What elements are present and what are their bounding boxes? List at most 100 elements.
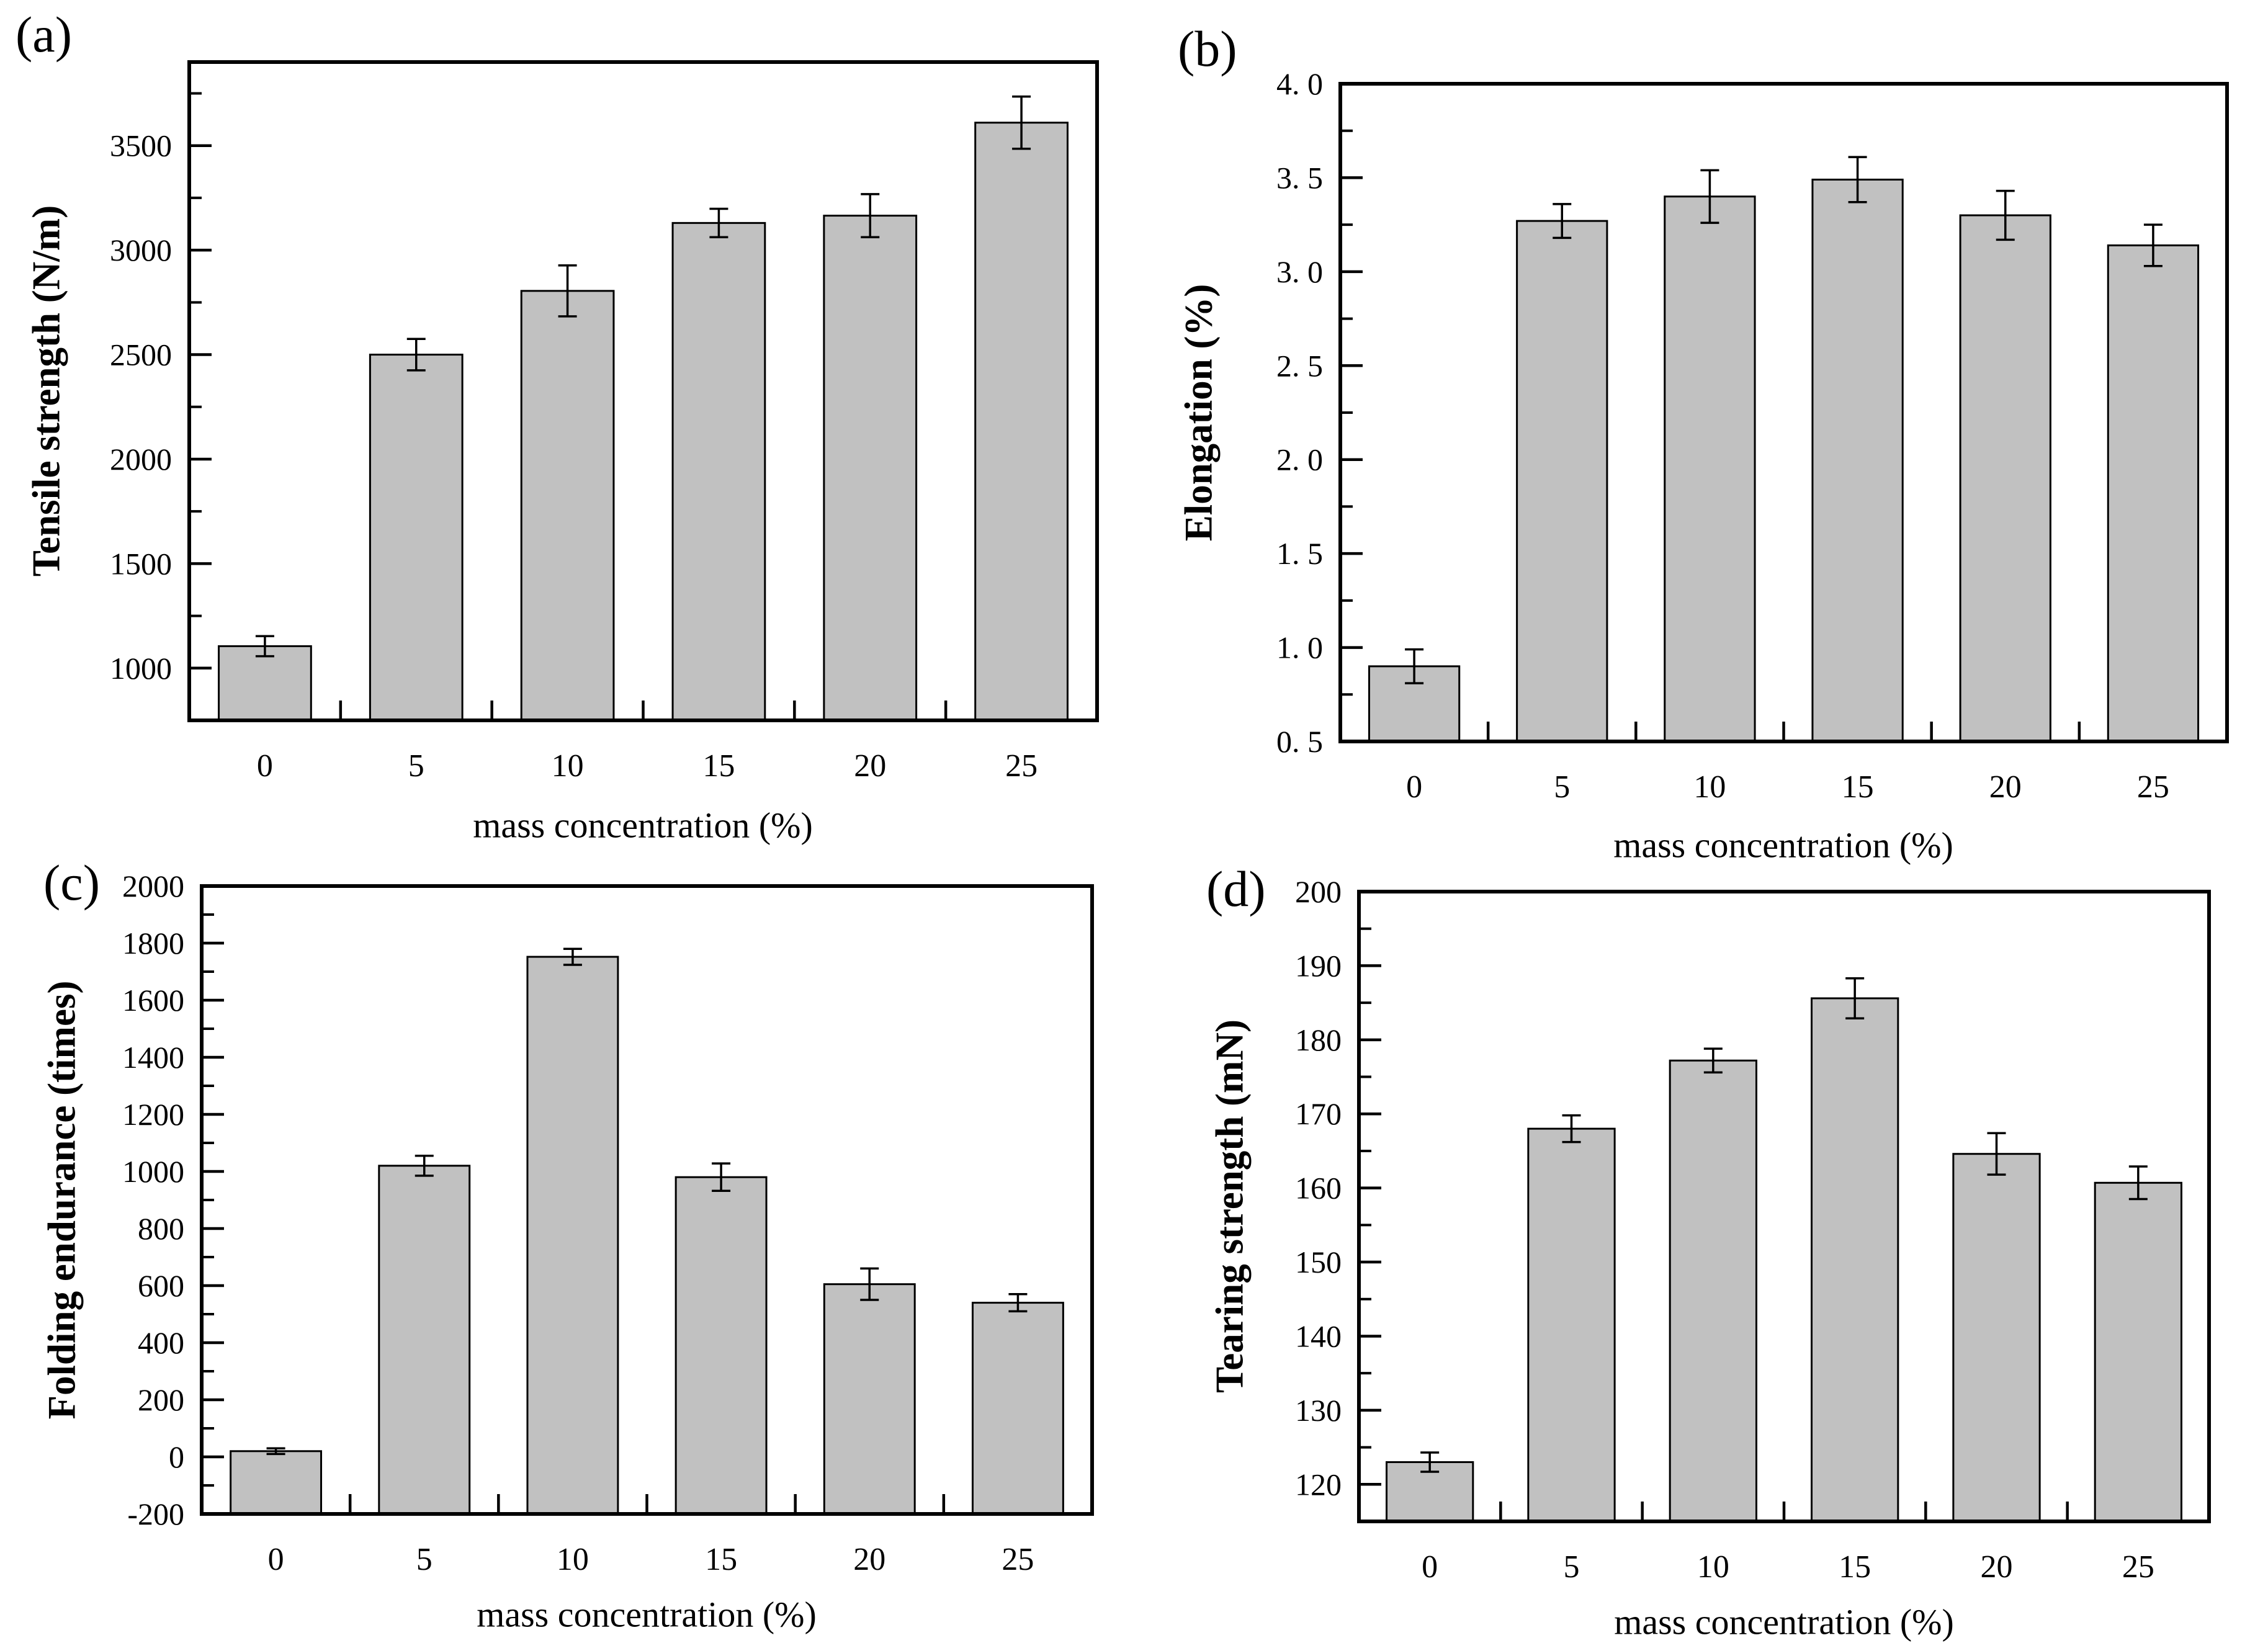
x-category-label: 10	[557, 1542, 589, 1577]
panel-c-plot: -200 0 200 400 600 800 1000 1200 1400 1600 1800 200…	[122, 869, 1094, 1577]
y-tick-label: 140	[1295, 1318, 1342, 1353]
y-tick-label: 180	[1295, 1023, 1342, 1057]
y-tick-label: 800	[138, 1211, 184, 1246]
bar	[2107, 244, 2200, 743]
y-tick-label: 1000	[122, 1154, 184, 1189]
y-tick-label: 2500	[110, 338, 172, 372]
plot-frame	[187, 60, 1099, 722]
panel-d-x-axis-title: mass concentration (%)	[1614, 1601, 1954, 1642]
y-tick-label: 1000	[110, 651, 172, 686]
x-category-label: 15	[702, 748, 735, 784]
x-category-label: 15	[1842, 769, 1874, 805]
panel-b-letter: (b)	[1178, 20, 1237, 77]
panel-a-x-axis-title: mass concentration (%)	[473, 805, 813, 846]
bar	[974, 122, 1069, 722]
y-tick-label: 150	[1295, 1245, 1342, 1279]
y-tick-label: 400	[138, 1325, 184, 1360]
y-tick-label: 4. 0	[1276, 66, 1323, 101]
x-category-label: 10	[1697, 1549, 1729, 1585]
y-tick-label: 2000	[110, 442, 172, 477]
y-tick-label: 3. 5	[1276, 160, 1323, 195]
x-category-label: 5	[1564, 1549, 1580, 1585]
y-tick-label: 2. 5	[1276, 348, 1323, 383]
bar	[1959, 214, 2051, 743]
panel-d-letter: (d)	[1206, 861, 1266, 917]
y-tick-label: 1600	[122, 983, 184, 1018]
y-tick-label: 1500	[110, 546, 172, 581]
plot-frame	[1357, 890, 2211, 1523]
x-category-label: 0	[1406, 769, 1422, 805]
y-tick-label: 1800	[122, 926, 184, 960]
panel-a-letter: (a)	[16, 6, 73, 63]
y-tick-label: 2. 0	[1276, 442, 1323, 477]
y-tick-label: 600	[138, 1268, 184, 1303]
y-tick-label: 200	[138, 1382, 184, 1417]
plot-frame	[1338, 82, 2229, 743]
bar	[1527, 1127, 1616, 1523]
bar	[2094, 1181, 2182, 1523]
bar	[1811, 997, 1899, 1523]
bar	[1516, 220, 1608, 743]
x-category-label: 20	[1981, 1549, 2013, 1585]
x-category-label: 10	[552, 748, 584, 784]
x-category-label: 25	[2122, 1549, 2154, 1585]
panel-a-plot: 1000 1500 2000 2500 3000 3500 0 5 10 15 20 25	[110, 60, 1099, 784]
x-category-label: 5	[408, 748, 424, 784]
panel-a-y-axis-title: Tensile strength (N/m)	[24, 205, 68, 577]
x-category-label: 25	[1002, 1542, 1034, 1577]
bar	[230, 1450, 323, 1515]
panel-c-x-axis-title: mass concentration (%)	[477, 1594, 817, 1635]
bar	[369, 354, 464, 722]
bar	[971, 1302, 1064, 1515]
panel-b-y-axis-title: Elongation (%)	[1177, 284, 1221, 542]
x-category-label: 5	[416, 1542, 433, 1577]
y-tick-label: 3500	[110, 128, 172, 163]
panel-d-y-axis-title: Tearing strength (mN)	[1208, 1019, 1252, 1393]
y-tick-label: 3. 0	[1276, 254, 1323, 289]
y-tick-label: 2000	[122, 869, 184, 903]
x-category-label: 15	[1839, 1549, 1871, 1585]
x-category-label: 0	[1422, 1549, 1438, 1585]
panel-b-plot: 0. 5 1. 0 1. 5 2. 0 2. 5 3. 0 3. 5 4. 0 0 5 10 15 20…	[1276, 66, 2229, 805]
bar	[1952, 1153, 2041, 1523]
plot-frame	[200, 884, 1094, 1516]
panel-d-plot: 120 130 140 150 160 170 180 190 200 0 5 10 15 20 25	[1295, 874, 2211, 1585]
x-category-label: 5	[1554, 769, 1570, 805]
y-tick-label: 200	[1295, 874, 1342, 909]
y-tick-label: 170	[1295, 1096, 1342, 1131]
x-category-label: 0	[257, 748, 273, 784]
panel-c-y-axis-title: Folding endurance (times)	[40, 980, 84, 1420]
x-category-label: 20	[1989, 769, 2022, 805]
bar	[520, 290, 615, 722]
x-category-label: 20	[853, 1542, 885, 1577]
bar	[671, 222, 766, 722]
y-tick-label: 120	[1295, 1467, 1342, 1502]
bar	[823, 1283, 916, 1515]
y-tick-label: 190	[1295, 948, 1342, 983]
y-tick-label: 160	[1295, 1171, 1342, 1206]
y-tick-label: 130	[1295, 1393, 1342, 1428]
bar	[1669, 1059, 1757, 1523]
panel-b-x-axis-title: mass concentration (%)	[1613, 825, 1953, 866]
panel-c-letter: (c)	[43, 854, 101, 911]
bar	[1664, 195, 1756, 743]
y-tick-label: 3000	[110, 233, 172, 267]
y-tick-label: 0. 5	[1276, 724, 1323, 759]
bar	[526, 956, 619, 1515]
y-tick-label: 1. 5	[1276, 536, 1323, 571]
bar	[1811, 178, 1904, 743]
x-category-label: 10	[1693, 769, 1726, 805]
y-tick-label: 1200	[122, 1097, 184, 1132]
x-category-label: 25	[1005, 748, 1038, 784]
x-category-label: 20	[854, 748, 886, 784]
bar	[218, 645, 312, 722]
y-tick-label: 0	[169, 1439, 184, 1474]
y-tick-label: -200	[127, 1497, 184, 1531]
y-tick-label: 1400	[122, 1040, 184, 1075]
x-category-label: 25	[2137, 769, 2169, 805]
x-category-label: 15	[705, 1542, 737, 1577]
bar	[823, 215, 918, 722]
bar	[675, 1176, 768, 1515]
